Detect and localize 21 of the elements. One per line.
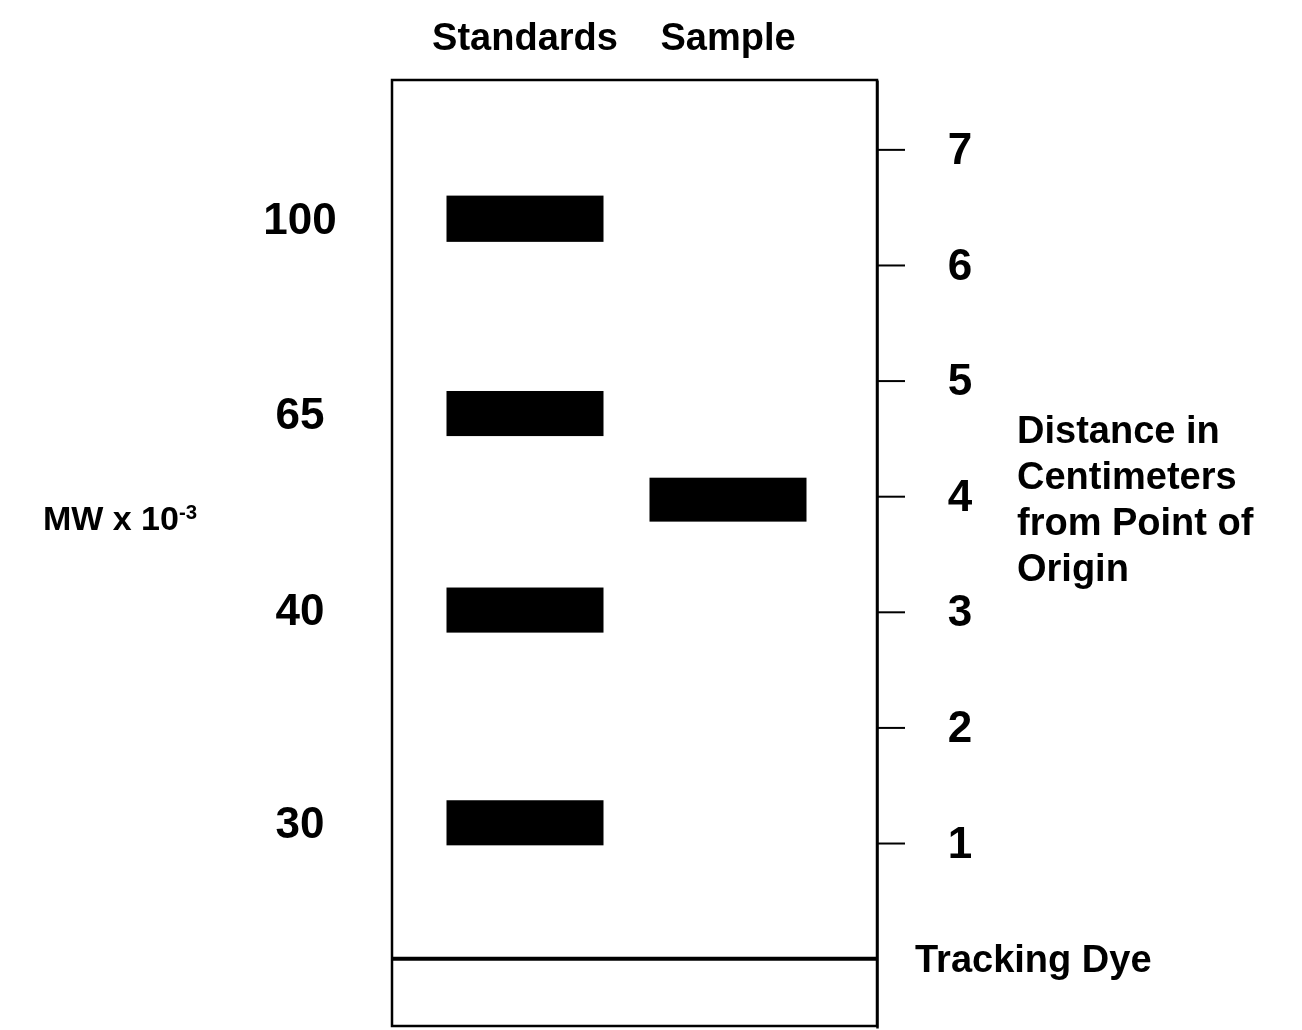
y-tick-label: 7 xyxy=(947,123,973,173)
bar xyxy=(446,800,604,846)
text: 65 xyxy=(275,388,325,438)
y-tick-label: 2 xyxy=(947,701,973,751)
text: MW x 10$^{-3}$ xyxy=(42,499,198,537)
text: 100 xyxy=(263,194,337,244)
y-tick-label: 5 xyxy=(947,355,973,405)
y-tick-label: 1 xyxy=(947,817,973,867)
y-tick-label: 6 xyxy=(947,239,973,289)
y-tick-label: 4 xyxy=(947,470,973,520)
y-tick-label: 3 xyxy=(947,586,973,636)
bar xyxy=(446,195,604,242)
y-axis-title: Distance in Centimeters from Point of Origin xyxy=(1017,409,1254,589)
text: 40 xyxy=(275,585,325,635)
bar xyxy=(649,477,807,522)
x-tick-label: Sample xyxy=(660,16,796,58)
bar xyxy=(446,390,604,437)
ref-line-label: Tracking Dye xyxy=(915,937,1152,980)
x-tick-label: Standards xyxy=(432,16,618,58)
bar xyxy=(446,587,604,633)
text: 30 xyxy=(275,798,325,848)
